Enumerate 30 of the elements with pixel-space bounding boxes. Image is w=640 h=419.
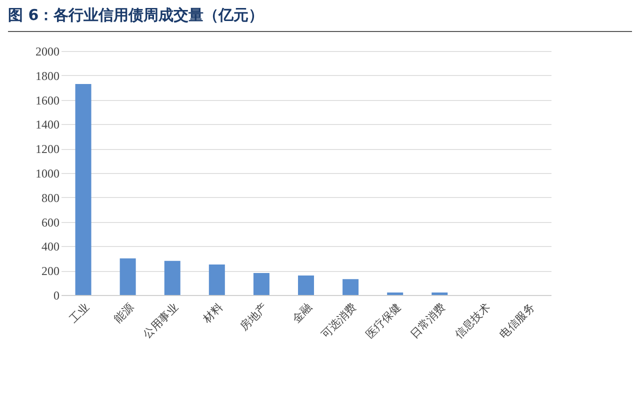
x-tick-label: 房地产 xyxy=(237,300,270,334)
x-tick-label: 能源 xyxy=(112,300,136,326)
y-tick-label: 1800 xyxy=(36,68,60,83)
x-tick-label: 日常消费 xyxy=(408,300,448,342)
y-tick-label: 1200 xyxy=(36,142,60,156)
chart-title: 图 6：各行业信用债周成交量（亿元） xyxy=(8,6,632,32)
bar xyxy=(75,84,92,295)
x-tick-label: 金融 xyxy=(290,300,314,326)
x-tick-label: 电信服务 xyxy=(496,300,538,342)
y-tick-label: 1600 xyxy=(36,93,60,108)
y-tick-label: 600 xyxy=(42,215,60,230)
bar xyxy=(253,273,270,295)
y-tick-label: 1000 xyxy=(36,166,60,180)
y-tick-label: 2000 xyxy=(36,44,60,58)
x-tick-label: 医疗保健 xyxy=(363,300,404,342)
x-tick-label: 可选消费 xyxy=(318,300,360,342)
y-tick-label: 1400 xyxy=(36,118,60,132)
x-tick-label: 信息技术 xyxy=(452,300,493,342)
bar xyxy=(120,258,136,295)
bar xyxy=(342,279,359,295)
bar xyxy=(298,275,314,295)
y-tick-label: 200 xyxy=(42,264,60,278)
bar xyxy=(208,264,225,295)
y-tick-label: 400 xyxy=(42,240,60,254)
x-tick-label: 工业 xyxy=(67,300,92,326)
y-tick-label: 800 xyxy=(42,190,60,205)
x-tick-label: 材料 xyxy=(200,300,226,326)
bar xyxy=(164,260,180,295)
x-tick-label: 公用事业 xyxy=(140,300,181,342)
y-tick-label: 0 xyxy=(54,288,60,302)
